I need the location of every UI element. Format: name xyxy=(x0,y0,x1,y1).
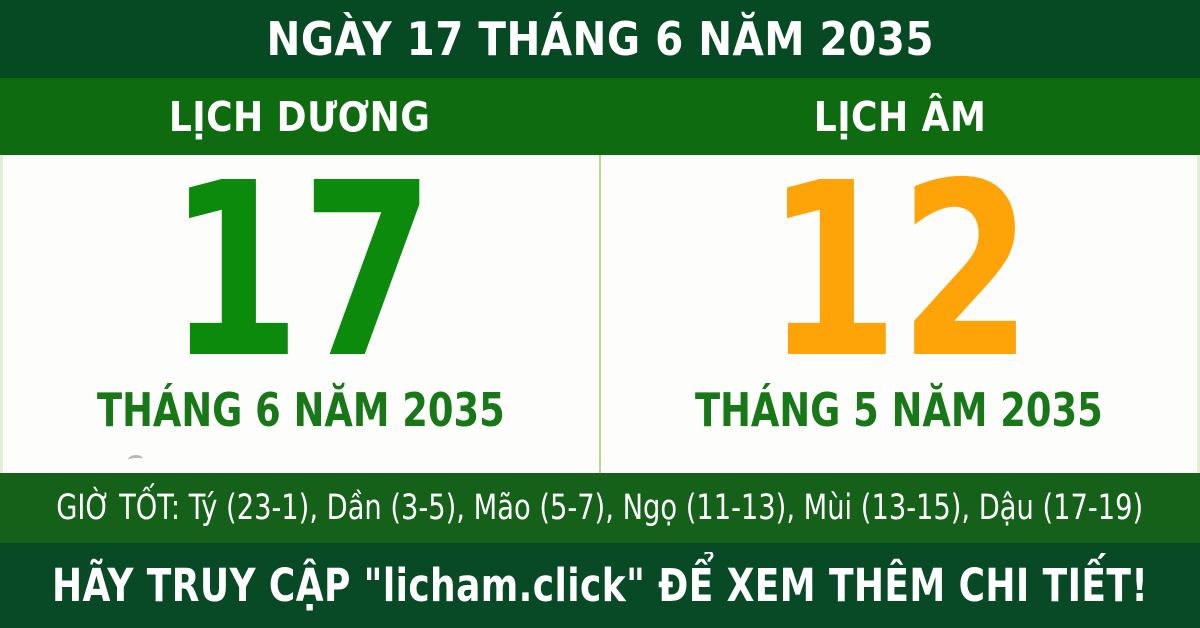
column-divider xyxy=(599,155,601,473)
lunar-panel: 12 THÁNG 5 NĂM 2035 xyxy=(601,131,1197,473)
calendar-header-band: LỊCH DƯƠNG LỊCH ÂM xyxy=(0,78,1200,155)
good-hours-text: GIỜ TỐT: Tý (23-1), Dần (3-5), Mão (5-7)… xyxy=(56,488,1144,528)
solar-header-label: LỊCH DƯƠNG xyxy=(169,92,431,141)
lunar-month-label: THÁNG 5 NĂM 2035 xyxy=(695,383,1103,437)
lunar-day-number: 12 xyxy=(765,131,1033,411)
solar-day-number: 17 xyxy=(167,131,435,411)
calendar-body: 17 THÁNG 6 NĂM 2035 12 THÁNG 5 NĂM 2035 xyxy=(0,131,1200,473)
solar-panel: 17 THÁNG 6 NĂM 2035 xyxy=(3,131,599,473)
footer-cta-band: HÃY TRUY CẬP "licham.click" ĐỂ XEM THÊM … xyxy=(0,543,1200,628)
good-hours-band: GIỜ TỐT: Tý (23-1), Dần (3-5), Mão (5-7)… xyxy=(0,473,1200,543)
footer-cta-text: HÃY TRUY CẬP "licham.click" ĐỂ XEM THÊM … xyxy=(51,559,1149,612)
date-title-band: NGÀY 17 THÁNG 6 NĂM 2035 xyxy=(0,0,1200,78)
solar-month-label: THÁNG 6 NĂM 2035 xyxy=(97,383,505,437)
solar-header: LỊCH DƯƠNG xyxy=(0,78,600,155)
lunar-header-label: LỊCH ÂM xyxy=(813,92,987,141)
date-title: NGÀY 17 THÁNG 6 NĂM 2035 xyxy=(266,12,934,66)
lunar-header: LỊCH ÂM xyxy=(600,78,1200,155)
